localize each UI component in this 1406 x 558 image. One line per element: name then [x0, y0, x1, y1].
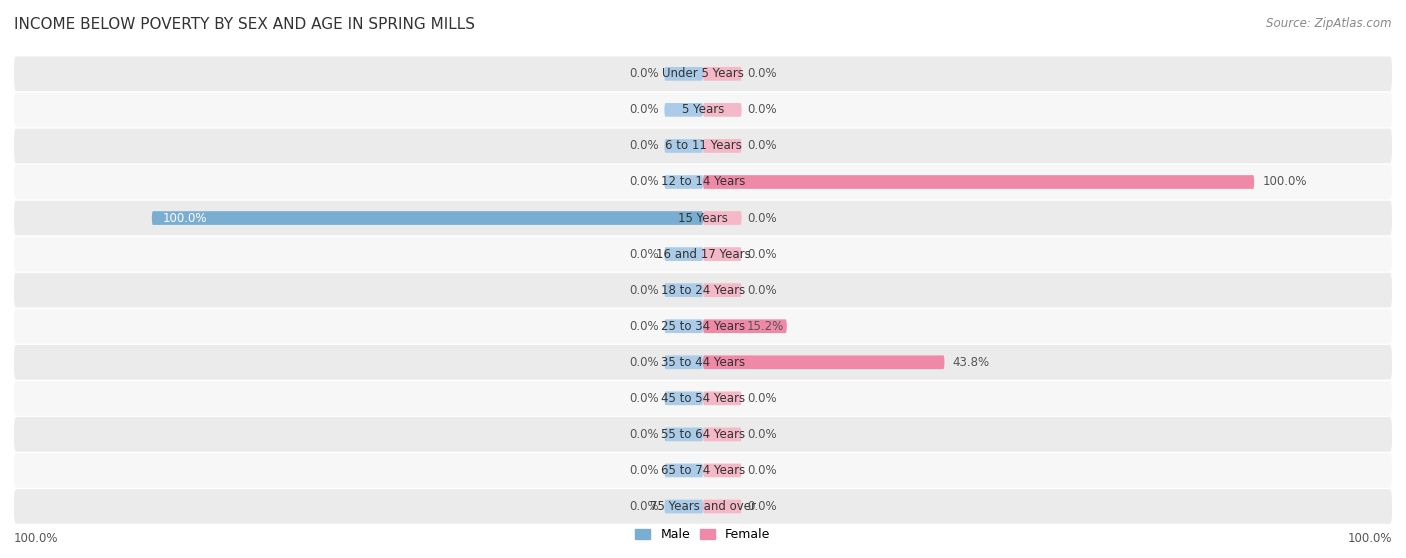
FancyBboxPatch shape	[703, 319, 787, 333]
Text: 0.0%: 0.0%	[630, 392, 659, 405]
Text: 65 to 74 Years: 65 to 74 Years	[661, 464, 745, 477]
Text: 0.0%: 0.0%	[747, 103, 776, 117]
Text: 5 Years: 5 Years	[682, 103, 724, 117]
FancyBboxPatch shape	[665, 67, 703, 81]
FancyBboxPatch shape	[14, 309, 1392, 344]
Text: 0.0%: 0.0%	[630, 248, 659, 261]
FancyBboxPatch shape	[703, 499, 741, 513]
Text: 0.0%: 0.0%	[747, 500, 776, 513]
Text: 0.0%: 0.0%	[630, 103, 659, 117]
Text: 15 Years: 15 Years	[678, 211, 728, 224]
FancyBboxPatch shape	[14, 165, 1392, 199]
FancyBboxPatch shape	[14, 453, 1392, 488]
FancyBboxPatch shape	[152, 211, 703, 225]
Text: 6 to 11 Years: 6 to 11 Years	[665, 140, 741, 152]
FancyBboxPatch shape	[665, 499, 703, 513]
FancyBboxPatch shape	[665, 247, 703, 261]
FancyBboxPatch shape	[703, 283, 741, 297]
Text: 0.0%: 0.0%	[630, 176, 659, 189]
Text: 0.0%: 0.0%	[747, 464, 776, 477]
Text: 0.0%: 0.0%	[747, 392, 776, 405]
FancyBboxPatch shape	[703, 392, 741, 405]
Text: 0.0%: 0.0%	[747, 283, 776, 297]
Text: 100.0%: 100.0%	[14, 532, 59, 545]
Text: 15.2%: 15.2%	[747, 320, 785, 333]
Text: 35 to 44 Years: 35 to 44 Years	[661, 356, 745, 369]
Text: 0.0%: 0.0%	[630, 356, 659, 369]
FancyBboxPatch shape	[665, 355, 703, 369]
FancyBboxPatch shape	[14, 273, 1392, 307]
Text: 25 to 34 Years: 25 to 34 Years	[661, 320, 745, 333]
Text: 43.8%: 43.8%	[953, 356, 990, 369]
Text: 16 and 17 Years: 16 and 17 Years	[655, 248, 751, 261]
Text: 0.0%: 0.0%	[747, 428, 776, 441]
FancyBboxPatch shape	[703, 355, 945, 369]
Text: 0.0%: 0.0%	[747, 248, 776, 261]
FancyBboxPatch shape	[14, 417, 1392, 451]
FancyBboxPatch shape	[703, 67, 741, 81]
Text: 12 to 14 Years: 12 to 14 Years	[661, 176, 745, 189]
Text: INCOME BELOW POVERTY BY SEX AND AGE IN SPRING MILLS: INCOME BELOW POVERTY BY SEX AND AGE IN S…	[14, 17, 475, 32]
Text: 0.0%: 0.0%	[630, 320, 659, 333]
Text: 0.0%: 0.0%	[747, 68, 776, 80]
Text: 100.0%: 100.0%	[1347, 532, 1392, 545]
Text: 0.0%: 0.0%	[630, 140, 659, 152]
FancyBboxPatch shape	[14, 381, 1392, 416]
Legend: Male, Female: Male, Female	[630, 523, 776, 546]
FancyBboxPatch shape	[665, 103, 703, 117]
FancyBboxPatch shape	[14, 201, 1392, 235]
Text: 0.0%: 0.0%	[630, 464, 659, 477]
FancyBboxPatch shape	[703, 139, 741, 153]
FancyBboxPatch shape	[14, 489, 1392, 524]
Text: 100.0%: 100.0%	[1263, 176, 1308, 189]
FancyBboxPatch shape	[14, 56, 1392, 91]
Text: 55 to 64 Years: 55 to 64 Years	[661, 428, 745, 441]
FancyBboxPatch shape	[665, 427, 703, 441]
Text: 75 Years and over: 75 Years and over	[650, 500, 756, 513]
FancyBboxPatch shape	[703, 103, 741, 117]
Text: 100.0%: 100.0%	[163, 211, 207, 224]
Text: 0.0%: 0.0%	[630, 428, 659, 441]
Text: 0.0%: 0.0%	[630, 500, 659, 513]
Text: 0.0%: 0.0%	[630, 283, 659, 297]
FancyBboxPatch shape	[14, 129, 1392, 163]
Text: 0.0%: 0.0%	[630, 68, 659, 80]
Text: 0.0%: 0.0%	[747, 211, 776, 224]
Text: 18 to 24 Years: 18 to 24 Years	[661, 283, 745, 297]
FancyBboxPatch shape	[665, 392, 703, 405]
FancyBboxPatch shape	[703, 175, 1254, 189]
Text: Under 5 Years: Under 5 Years	[662, 68, 744, 80]
Text: Source: ZipAtlas.com: Source: ZipAtlas.com	[1267, 17, 1392, 30]
FancyBboxPatch shape	[665, 139, 703, 153]
FancyBboxPatch shape	[665, 175, 703, 189]
FancyBboxPatch shape	[703, 211, 741, 225]
FancyBboxPatch shape	[665, 319, 703, 333]
FancyBboxPatch shape	[703, 247, 741, 261]
FancyBboxPatch shape	[14, 345, 1392, 379]
FancyBboxPatch shape	[14, 237, 1392, 271]
Text: 45 to 54 Years: 45 to 54 Years	[661, 392, 745, 405]
Text: 0.0%: 0.0%	[747, 140, 776, 152]
FancyBboxPatch shape	[703, 427, 741, 441]
FancyBboxPatch shape	[665, 464, 703, 477]
FancyBboxPatch shape	[665, 283, 703, 297]
FancyBboxPatch shape	[703, 464, 741, 477]
FancyBboxPatch shape	[14, 93, 1392, 127]
